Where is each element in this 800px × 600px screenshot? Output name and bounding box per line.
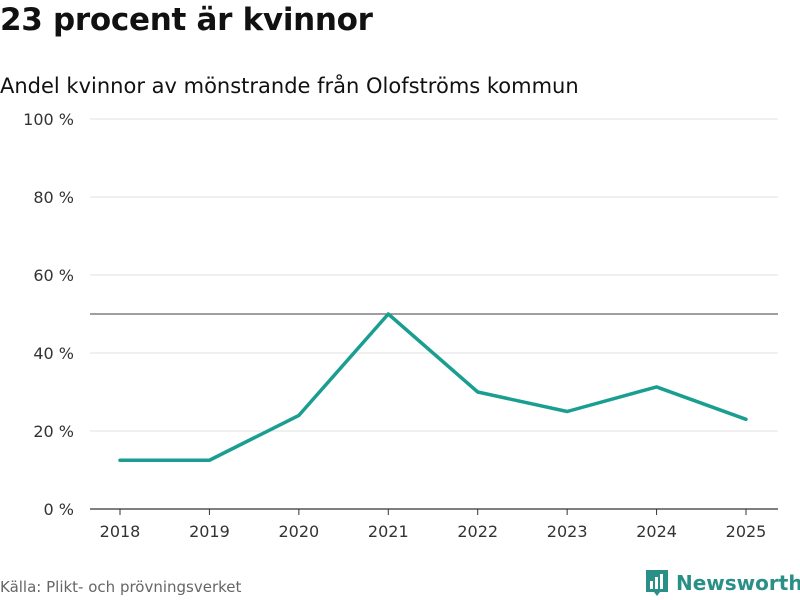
x-tick-label: 2018 — [100, 522, 141, 541]
brand-name: Newsworthy — [676, 571, 800, 595]
x-tick-label: 2022 — [457, 522, 498, 541]
y-tick-label: 40 % — [33, 344, 74, 363]
x-tick-label: 2025 — [726, 522, 767, 541]
x-tick-label: 2023 — [547, 522, 588, 541]
series-line — [118, 312, 748, 462]
x-tick-label: 2024 — [636, 522, 677, 541]
x-tick-label: 2020 — [278, 522, 319, 541]
y-tick-label: 80 % — [33, 188, 74, 207]
x-tick-label: 2021 — [368, 522, 409, 541]
y-tick-label: 0 % — [44, 500, 74, 519]
chart-subtitle: Andel kvinnor av mönstrande från Olofstr… — [0, 74, 579, 98]
chart-title: 23 procent är kvinnor — [0, 2, 373, 38]
newsworthy-logo-icon — [646, 570, 668, 596]
y-tick-label: 20 % — [33, 422, 74, 441]
line-chart: 0 % 20 % 40 % 60 % 80 % 100 % 2018 2019 2020 2021… — [23, 110, 778, 541]
y-tick-label: 60 % — [33, 266, 74, 285]
brand-logo: Newsworthy — [644, 568, 800, 598]
y-tick-label: 100 % — [23, 110, 74, 129]
source-note: Källa: Plikt- och prövningsverket — [0, 578, 242, 596]
x-tick-label: 2019 — [189, 522, 230, 541]
